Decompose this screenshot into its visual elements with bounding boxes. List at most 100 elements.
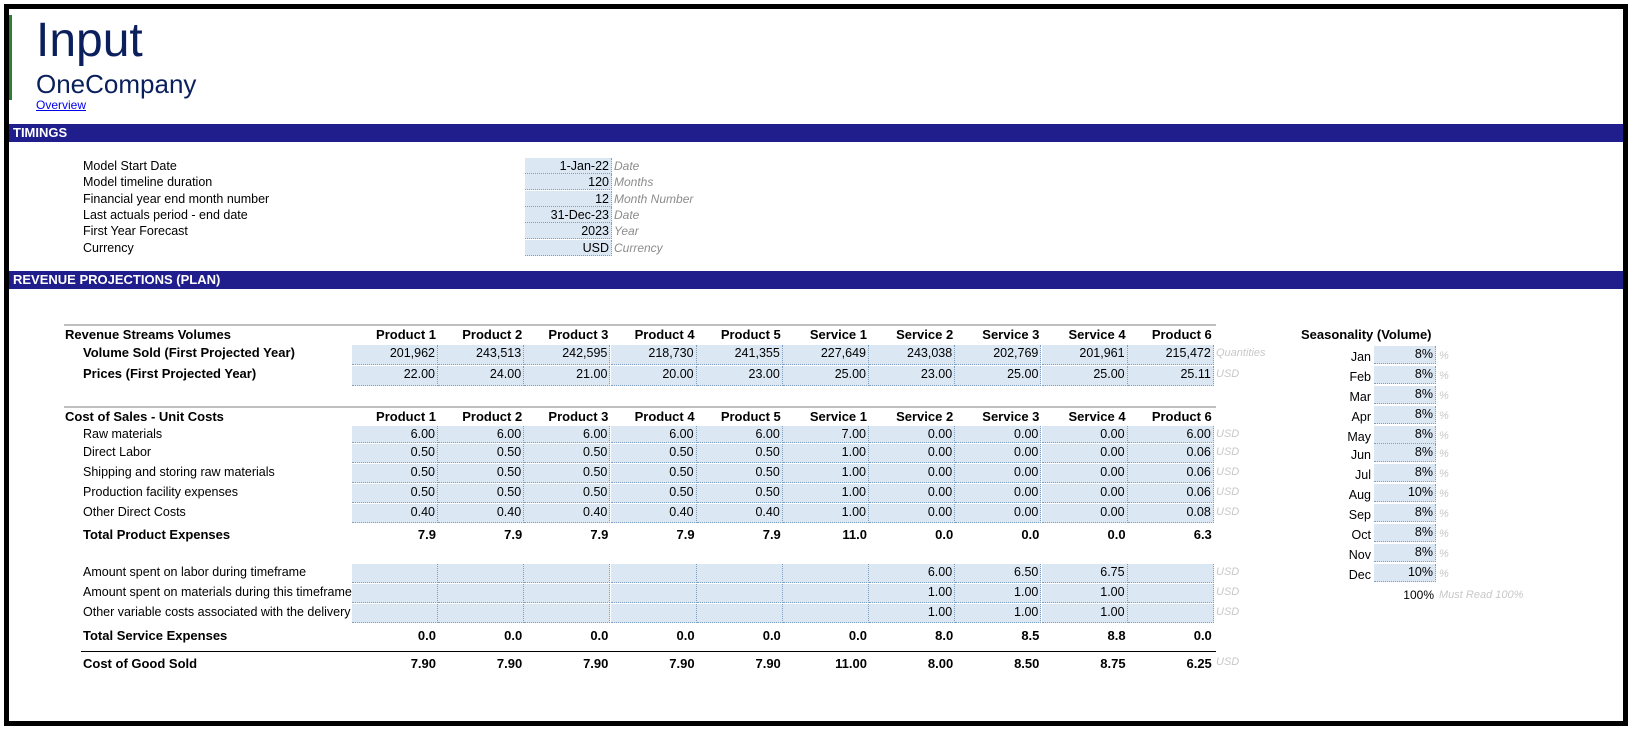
month-share-input[interactable]: 8%: [1374, 524, 1436, 542]
service-cost-cell[interactable]: [352, 604, 438, 623]
price-cell[interactable]: 24.00: [438, 366, 525, 386]
unit-cost-cell[interactable]: 0.00: [1041, 464, 1128, 483]
volume-sold-cell[interactable]: 218,730: [610, 345, 697, 365]
unit-cost-cell[interactable]: 0.00: [1041, 426, 1128, 443]
volume-sold-cell[interactable]: 201,962: [352, 345, 438, 365]
service-cost-cell[interactable]: [610, 584, 697, 603]
unit-cost-cell[interactable]: 0.50: [524, 444, 611, 463]
service-cost-cell[interactable]: [696, 604, 783, 623]
unit-cost-cell[interactable]: 0.00: [869, 426, 956, 443]
timing-input[interactable]: 120: [525, 174, 612, 191]
unit-cost-cell[interactable]: 0.50: [524, 484, 611, 503]
month-share-input[interactable]: 8%: [1374, 346, 1436, 364]
unit-cost-cell[interactable]: 0.50: [438, 464, 525, 483]
unit-cost-cell[interactable]: 0.00: [955, 464, 1042, 483]
unit-cost-cell[interactable]: 0.08: [1127, 504, 1214, 523]
month-share-input[interactable]: 10%: [1374, 564, 1436, 582]
unit-cost-cell[interactable]: 6.00: [696, 426, 783, 443]
unit-cost-cell[interactable]: 6.00: [438, 426, 525, 443]
service-cost-cell[interactable]: [352, 584, 438, 603]
service-cost-cell[interactable]: 1.00: [1041, 584, 1128, 603]
unit-cost-cell[interactable]: 0.40: [696, 504, 783, 523]
timing-input[interactable]: 12: [525, 190, 612, 207]
unit-cost-cell[interactable]: 0.00: [1041, 444, 1128, 463]
unit-cost-cell[interactable]: 0.50: [352, 484, 438, 503]
service-cost-cell[interactable]: 1.00: [955, 604, 1042, 623]
timing-input[interactable]: USD: [525, 239, 612, 256]
month-share-input[interactable]: 8%: [1374, 464, 1436, 482]
price-cell[interactable]: 25.00: [1041, 366, 1128, 386]
unit-cost-cell[interactable]: 0.40: [352, 504, 438, 523]
service-cost-cell[interactable]: 1.00: [869, 584, 956, 603]
service-cost-cell[interactable]: [610, 564, 697, 583]
unit-cost-cell[interactable]: 0.40: [438, 504, 525, 523]
unit-cost-cell[interactable]: 1.00: [783, 444, 869, 463]
unit-cost-cell[interactable]: 0.06: [1127, 484, 1214, 503]
volume-sold-cell[interactable]: 243,038: [869, 345, 956, 365]
unit-cost-cell[interactable]: 0.50: [696, 484, 783, 503]
service-cost-cell[interactable]: [438, 584, 525, 603]
unit-cost-cell[interactable]: 0.50: [610, 464, 697, 483]
unit-cost-cell[interactable]: 6.00: [524, 426, 611, 443]
month-share-input[interactable]: 8%: [1374, 444, 1436, 462]
volume-sold-cell[interactable]: 241,355: [696, 345, 783, 365]
timing-input[interactable]: 2023: [525, 223, 612, 240]
unit-cost-cell[interactable]: 7.00: [783, 426, 869, 443]
unit-cost-cell[interactable]: 0.50: [696, 444, 783, 463]
service-cost-cell[interactable]: [352, 564, 438, 583]
timing-input[interactable]: 31-Dec-23: [525, 206, 612, 223]
unit-cost-cell[interactable]: 0.50: [352, 444, 438, 463]
price-cell[interactable]: 25.00: [783, 366, 869, 386]
price-cell[interactable]: 25.00: [955, 366, 1042, 386]
unit-cost-cell[interactable]: 1.00: [783, 484, 869, 503]
service-cost-cell[interactable]: [1127, 564, 1214, 583]
service-cost-cell[interactable]: [1127, 584, 1214, 603]
unit-cost-cell[interactable]: 0.50: [352, 464, 438, 483]
unit-cost-cell[interactable]: 0.00: [869, 444, 956, 463]
unit-cost-cell[interactable]: 0.00: [869, 504, 956, 523]
unit-cost-cell[interactable]: 0.00: [955, 504, 1042, 523]
service-cost-cell[interactable]: [524, 584, 611, 603]
month-share-input[interactable]: 8%: [1374, 544, 1436, 562]
overview-link[interactable]: Overview: [36, 98, 87, 112]
month-share-input[interactable]: 8%: [1374, 386, 1436, 404]
price-cell[interactable]: 23.00: [869, 366, 956, 386]
service-cost-cell[interactable]: 6.75: [1041, 564, 1128, 583]
month-share-input[interactable]: 10%: [1374, 484, 1436, 502]
service-cost-cell[interactable]: [524, 604, 611, 623]
unit-cost-cell[interactable]: 0.50: [438, 484, 525, 503]
service-cost-cell[interactable]: 1.00: [869, 604, 956, 623]
unit-cost-cell[interactable]: 0.00: [869, 464, 956, 483]
service-cost-cell[interactable]: [610, 604, 697, 623]
unit-cost-cell[interactable]: 0.50: [524, 464, 611, 483]
unit-cost-cell[interactable]: 0.40: [610, 504, 697, 523]
volume-sold-cell[interactable]: 215,472: [1127, 345, 1214, 365]
unit-cost-cell[interactable]: 1.00: [783, 504, 869, 523]
service-cost-cell[interactable]: [696, 564, 783, 583]
unit-cost-cell[interactable]: 0.40: [524, 504, 611, 523]
price-cell[interactable]: 22.00: [352, 366, 438, 386]
service-cost-cell[interactable]: [438, 604, 525, 623]
unit-cost-cell[interactable]: 0.50: [696, 464, 783, 483]
price-cell[interactable]: 25.11: [1127, 366, 1214, 386]
price-cell[interactable]: 21.00: [524, 366, 611, 386]
unit-cost-cell[interactable]: 0.50: [610, 444, 697, 463]
unit-cost-cell[interactable]: 0.50: [610, 484, 697, 503]
unit-cost-cell[interactable]: 0.00: [1041, 484, 1128, 503]
volume-sold-cell[interactable]: 243,513: [438, 345, 525, 365]
volume-sold-cell[interactable]: 242,595: [524, 345, 611, 365]
service-cost-cell[interactable]: 6.00: [869, 564, 956, 583]
unit-cost-cell[interactable]: 0.06: [1127, 444, 1214, 463]
unit-cost-cell[interactable]: 6.00: [610, 426, 697, 443]
unit-cost-cell[interactable]: 6.00: [1127, 426, 1214, 443]
month-share-input[interactable]: 8%: [1374, 426, 1436, 444]
volume-sold-cell[interactable]: 202,769: [955, 345, 1042, 365]
service-cost-cell[interactable]: [783, 604, 869, 623]
unit-cost-cell[interactable]: 0.00: [869, 484, 956, 503]
unit-cost-cell[interactable]: 0.00: [955, 484, 1042, 503]
unit-cost-cell[interactable]: 6.00: [352, 426, 438, 443]
service-cost-cell[interactable]: [438, 564, 525, 583]
month-share-input[interactable]: 8%: [1374, 504, 1436, 522]
service-cost-cell[interactable]: [783, 564, 869, 583]
month-share-input[interactable]: 8%: [1374, 406, 1436, 424]
